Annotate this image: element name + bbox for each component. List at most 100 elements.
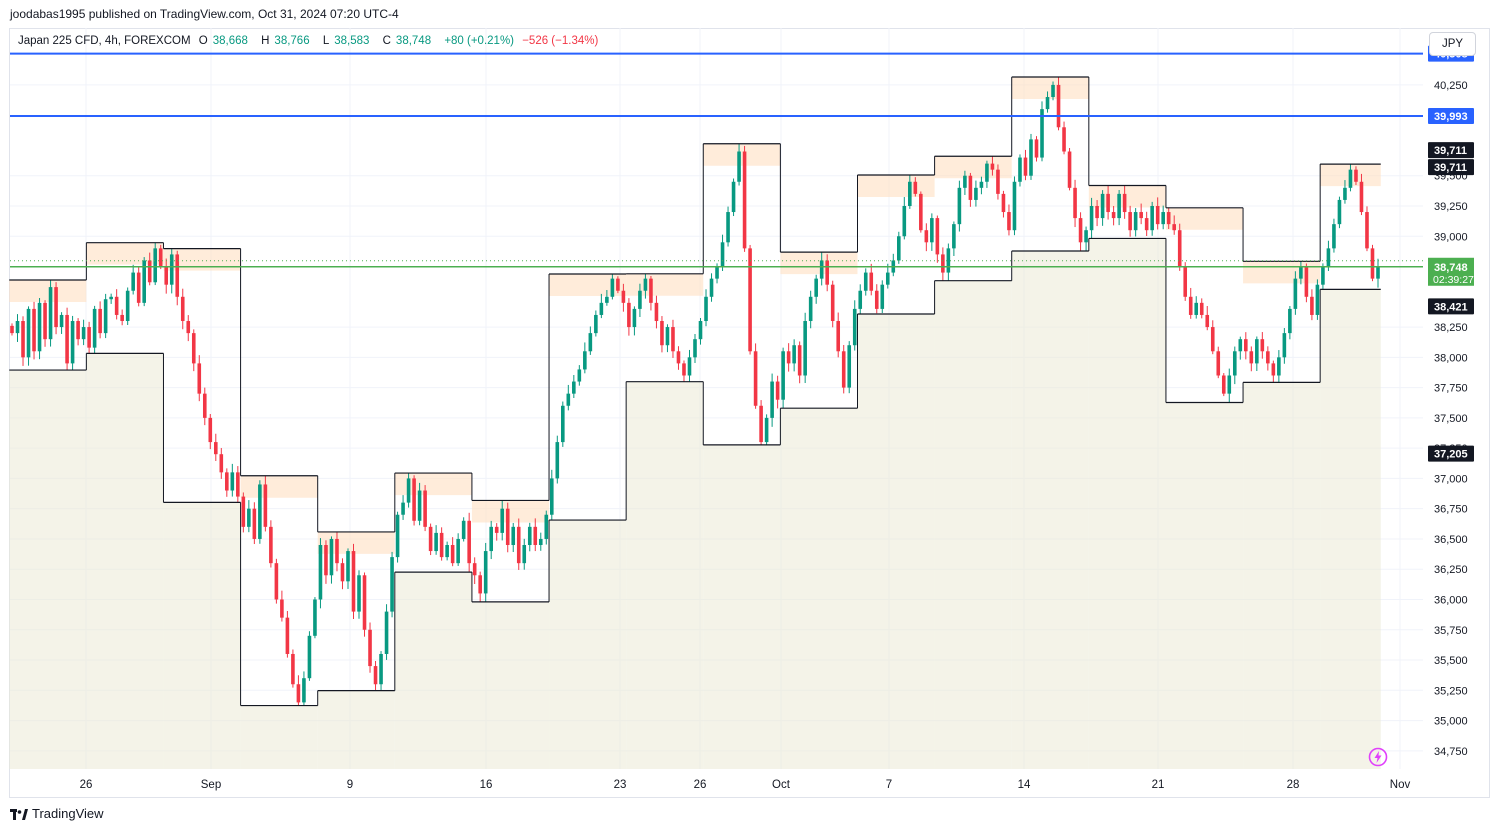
candle-up: [511, 526, 516, 546]
resistance-zone: [1165, 207, 1244, 230]
candle-up: [329, 538, 334, 576]
candle-down: [428, 526, 433, 552]
candle-down: [753, 351, 758, 406]
candle-up: [1040, 109, 1044, 158]
candle-down: [263, 484, 268, 527]
price-tick-label: 37,000: [1434, 473, 1468, 485]
time-tick-label: 26: [80, 779, 93, 791]
candle-up: [770, 381, 774, 418]
brand-label: TradingView: [32, 806, 104, 821]
candle-down: [180, 296, 185, 322]
candle-down: [1067, 151, 1072, 188]
candle-down: [1177, 230, 1182, 267]
resistance-zone: [9, 279, 87, 302]
candle-down: [841, 351, 846, 388]
candle-down: [296, 684, 301, 703]
time-tick-label: 23: [614, 779, 627, 791]
candle-down: [682, 363, 686, 376]
support-zone: [1088, 238, 1166, 769]
blue-price-tag: 39,993: [1428, 108, 1474, 125]
tradingview-brand[interactable]: TradingView: [10, 806, 104, 821]
candle-down: [340, 563, 345, 582]
candle-up: [638, 290, 642, 309]
candle-up: [963, 175, 967, 188]
candle-down: [1199, 302, 1204, 315]
price-tag-text: 37,205: [1434, 449, 1468, 461]
candle-down: [120, 314, 124, 322]
candle-up: [456, 538, 460, 564]
publish-info: joodabas1995 published on TradingView.co…: [10, 7, 399, 21]
candle-up: [169, 254, 174, 285]
candle-up: [715, 266, 719, 279]
price-tick-label: 37,500: [1434, 413, 1468, 425]
candle-down: [627, 302, 631, 328]
candle-down: [836, 321, 841, 352]
candle-down: [225, 472, 229, 491]
candle-down: [1034, 139, 1039, 158]
time-tick-label: 9: [347, 779, 353, 791]
currency-button[interactable]: JPY: [1429, 32, 1476, 56]
resistance-zone: [1011, 77, 1089, 100]
candle-up: [643, 278, 648, 291]
candle-down: [373, 666, 378, 685]
price-tick-label: 35,250: [1434, 685, 1468, 697]
candle-up: [814, 278, 818, 297]
open-label: O: [198, 35, 208, 47]
candle-down: [10, 325, 14, 334]
candle-up: [522, 545, 527, 564]
time-tick-label: 14: [1018, 779, 1031, 791]
candle-down: [1001, 193, 1006, 213]
time-tick-label: Sep: [201, 779, 221, 791]
candle-up: [81, 327, 86, 340]
candle-up: [610, 278, 615, 297]
lightning-icon[interactable]: [1368, 747, 1388, 767]
time-tick-label: 26: [694, 779, 707, 791]
support-zone: [240, 705, 318, 769]
candle-down: [1304, 266, 1309, 297]
candle-up: [1227, 375, 1232, 394]
price-tick-label: 39,250: [1434, 201, 1468, 213]
candle-up: [946, 248, 951, 273]
candle-up: [247, 508, 251, 527]
price-tick-label: 35,500: [1434, 655, 1468, 667]
candle-up: [142, 260, 146, 303]
candle-up: [858, 290, 863, 309]
support-zone: [549, 520, 627, 769]
price-tag: 38,421: [1428, 298, 1474, 315]
candle-up: [709, 278, 714, 297]
price-tag-text: 38,421: [1434, 301, 1468, 313]
close-label: C: [382, 35, 391, 47]
candle-down: [191, 333, 196, 364]
support-zone: [1011, 251, 1089, 769]
price-tag-text: 39,711: [1434, 145, 1467, 157]
price-tick-label: 39,000: [1434, 231, 1468, 243]
candle-up: [572, 381, 576, 394]
candle-up: [379, 653, 383, 685]
candle-down: [874, 290, 879, 309]
candle-down: [1271, 363, 1276, 376]
candle-down: [825, 260, 829, 285]
candle-up: [1282, 333, 1287, 358]
candle-up: [555, 442, 560, 479]
candle-up: [577, 369, 582, 382]
candle-up: [852, 308, 857, 346]
candle-down: [919, 193, 923, 231]
price-tick-label: 36,500: [1434, 534, 1468, 546]
publish-bar: joodabas1995 published on TradingView.co…: [0, 0, 1500, 28]
candle-down: [996, 169, 1000, 194]
candle-down: [830, 284, 835, 322]
candle-up: [1012, 181, 1017, 231]
candle-up: [720, 242, 725, 267]
candle-up: [307, 635, 312, 679]
candle-up: [1348, 169, 1353, 188]
candle-up: [357, 575, 361, 612]
candle-down: [269, 526, 273, 564]
high-value: 38,766: [274, 35, 310, 47]
candle-down: [274, 563, 279, 600]
candle-up: [885, 272, 890, 285]
support-zone: [9, 370, 87, 769]
candle-down: [775, 381, 780, 400]
symbol-title[interactable]: Japan 225 CFD, 4h, FOREXCOM: [18, 35, 191, 47]
candle-up: [803, 321, 807, 376]
